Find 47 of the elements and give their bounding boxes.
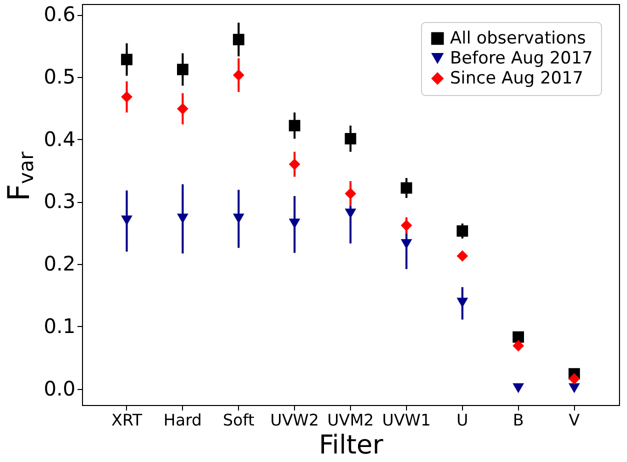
point (456, 298, 468, 308)
x-axis-title: Filter (318, 430, 384, 460)
point (568, 383, 580, 394)
point (512, 383, 524, 394)
x-tick-label: XRT (111, 410, 142, 430)
point (456, 225, 468, 237)
legend-label: All observations (450, 28, 586, 48)
y-tick-label: 0.2 (44, 252, 76, 276)
point (512, 340, 524, 352)
point (344, 188, 356, 200)
point (288, 218, 300, 228)
point (456, 250, 468, 262)
y-tick-label: 0.6 (44, 2, 76, 26)
legend-label: Before Aug 2017 (450, 48, 593, 68)
y-tick-label: 0.0 (44, 376, 76, 400)
y-tick-label: 0.1 (44, 314, 76, 338)
point (121, 91, 132, 103)
point (288, 120, 300, 132)
legend-label: Since Aug 2017 (450, 68, 584, 88)
point (176, 103, 188, 114)
y-tick-label: 0.5 (44, 64, 76, 88)
y-tick-label: 0.4 (44, 126, 76, 151)
x-tick-label: V (568, 410, 580, 430)
point (232, 34, 244, 46)
point (121, 54, 132, 66)
y-axis-title: Fvar (2, 150, 38, 202)
point (400, 220, 412, 232)
x-tick-label: Hard (164, 410, 202, 430)
point (400, 182, 412, 194)
point (288, 158, 300, 170)
x-tick-label: Soft (222, 410, 254, 430)
point (176, 64, 188, 76)
point (568, 373, 580, 385)
point (232, 69, 244, 81)
point (400, 239, 412, 250)
x-tick-label: UVW1 (382, 410, 431, 430)
point (344, 133, 356, 144)
point (344, 208, 356, 218)
x-tick-label: UVM2 (327, 410, 374, 430)
x-tick-label: B (512, 410, 524, 430)
point (512, 331, 524, 343)
point (232, 214, 244, 224)
point (121, 215, 132, 226)
x-tick-label: UVW2 (270, 410, 319, 430)
point (176, 214, 188, 224)
y-tick-label: 0.3 (44, 189, 76, 214)
x-tick-label: U (456, 410, 468, 430)
